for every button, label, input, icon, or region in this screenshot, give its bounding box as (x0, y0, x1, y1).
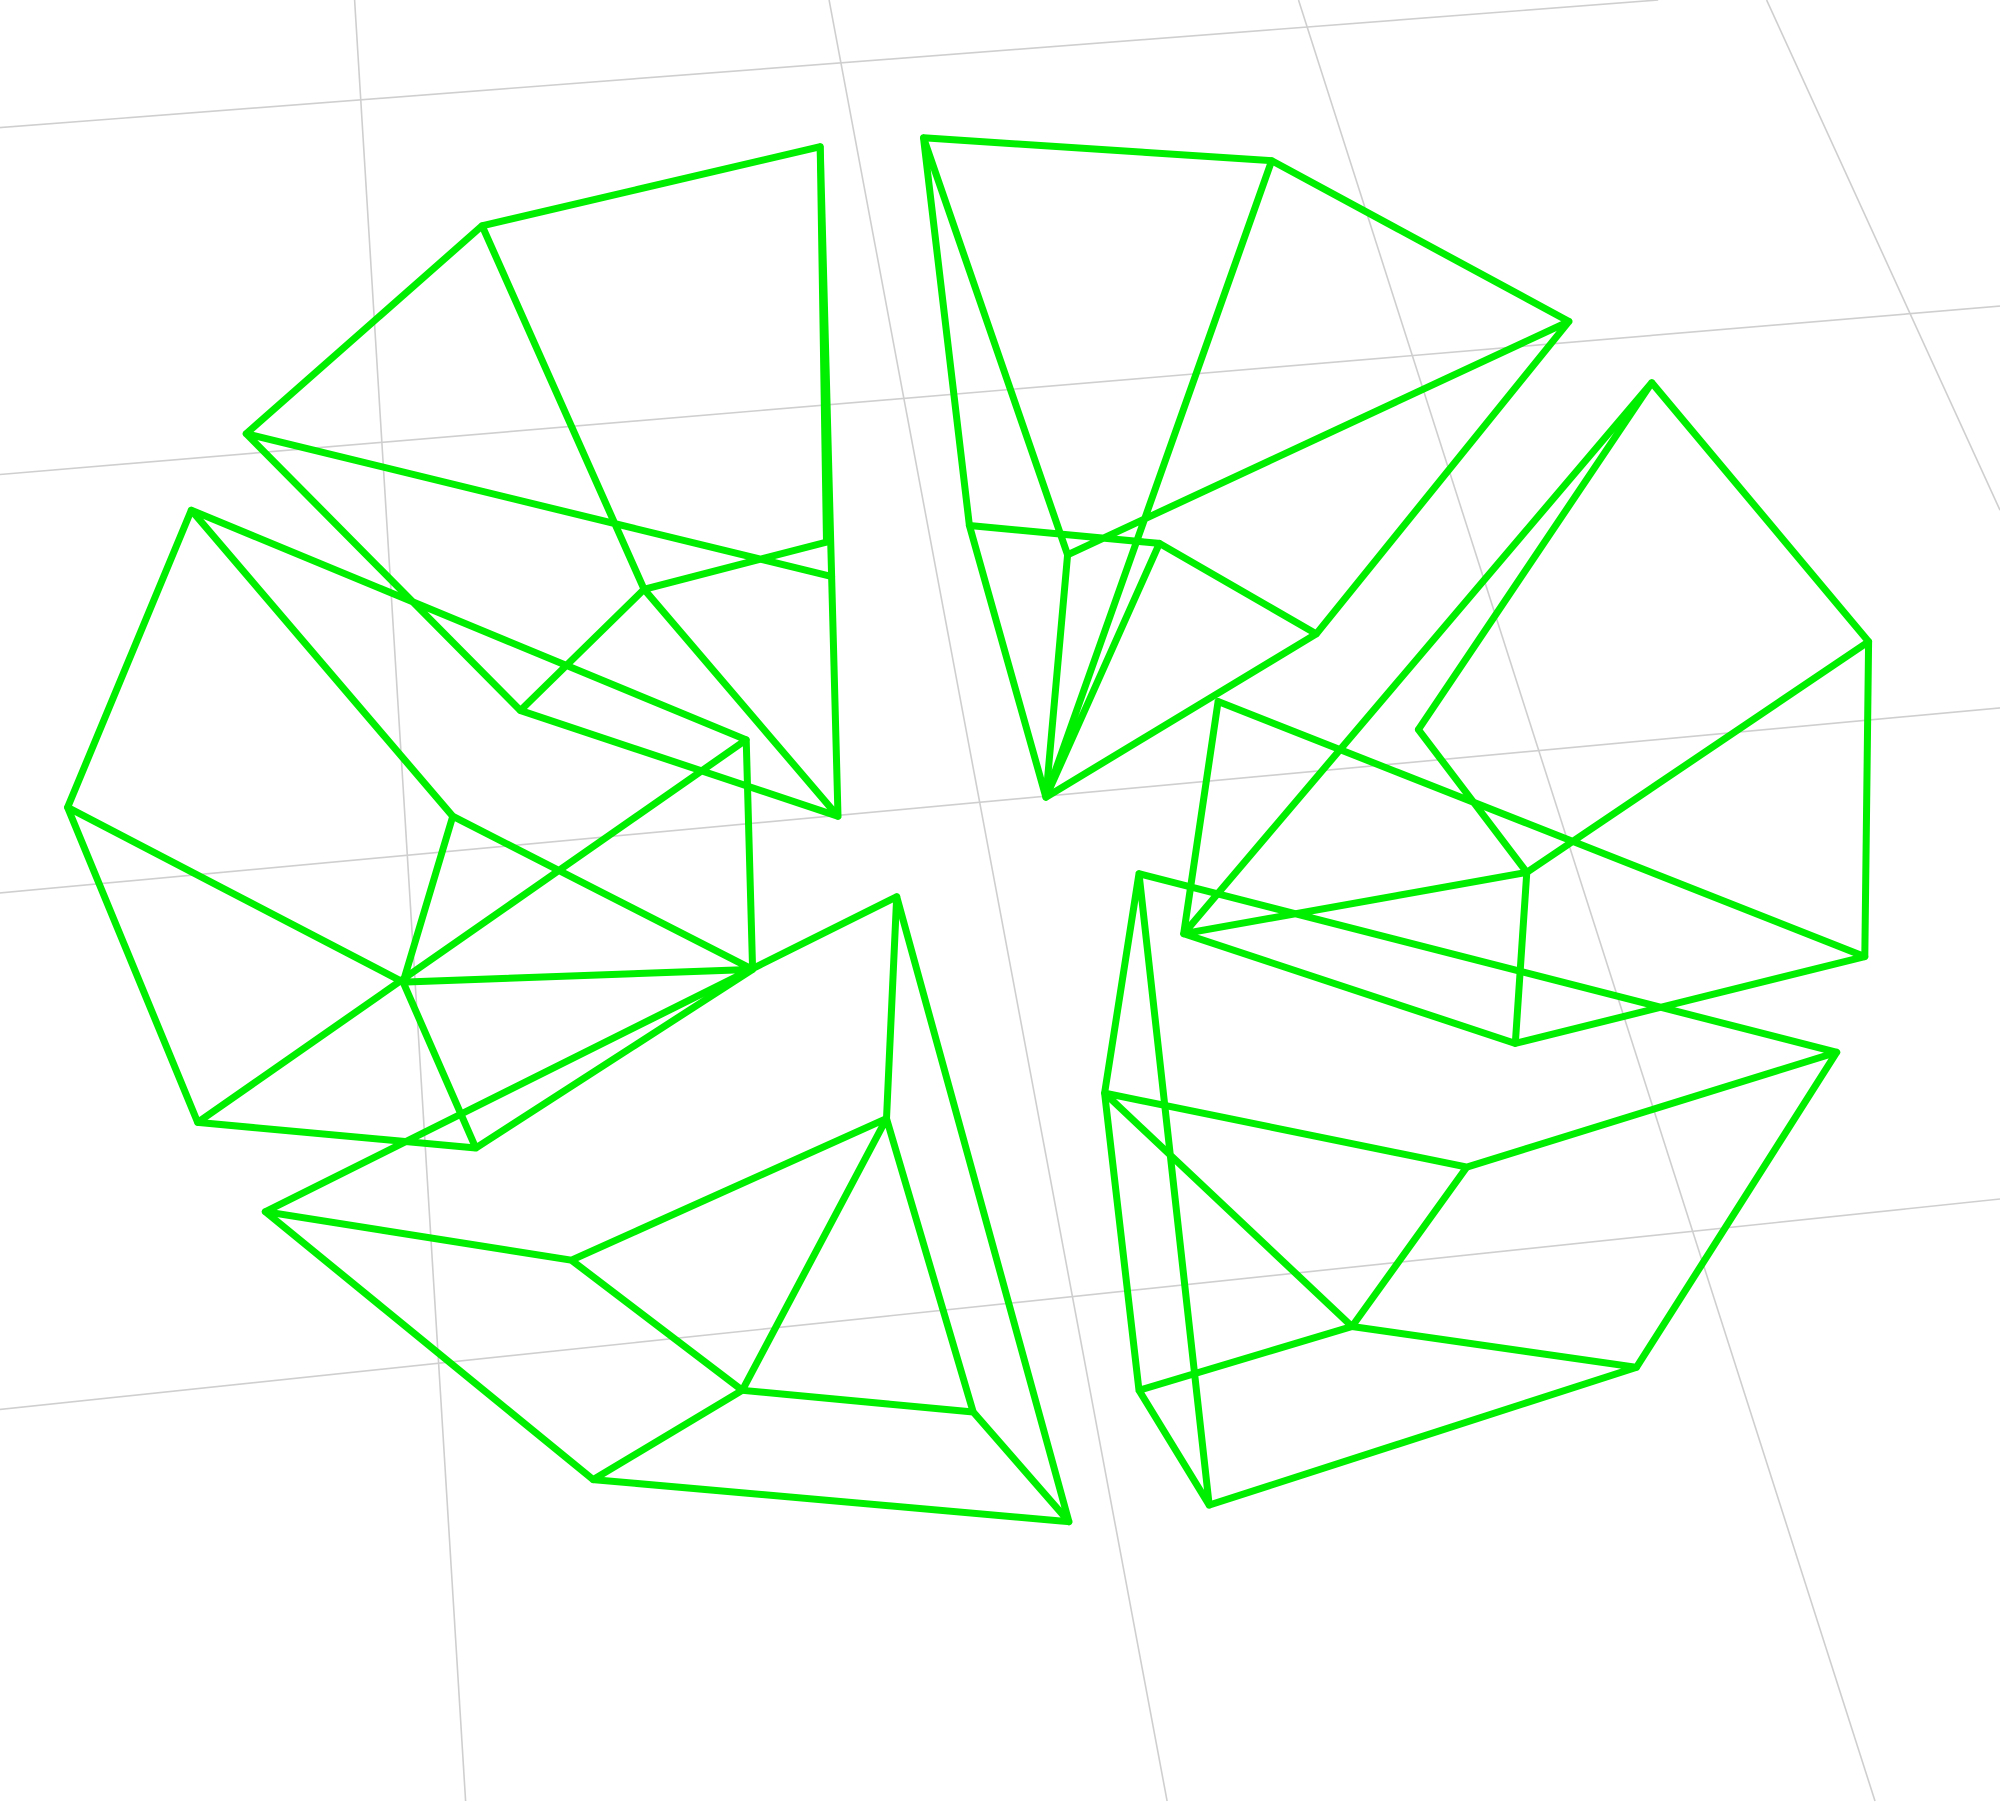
wireframe-edge (261, 893, 901, 1216)
wireframe-edge (399, 812, 457, 986)
wireframe-object-middle-right[interactable] (1180, 379, 1873, 1047)
wireframe-edge (640, 585, 842, 820)
wireframe-edge (1205, 1363, 1640, 1509)
wireframe-edge (1042, 630, 1320, 801)
wireframe-edge (738, 1115, 890, 1394)
wireframe-edge (567, 1115, 890, 1264)
wireframe-edge (194, 736, 750, 1126)
wireframe-edge (1101, 870, 1143, 1097)
wireframe-edge (1648, 379, 1873, 646)
wireframe-edge (1180, 868, 1531, 938)
grid-line (0, 305, 2000, 476)
wireframe-edge (589, 1476, 1073, 1526)
wireframe-object-bottom-right[interactable] (1101, 870, 1841, 1509)
wireframe-edge (965, 522, 1050, 801)
wireframe-edge (883, 893, 901, 1123)
wireframe-edge (893, 893, 1073, 1526)
wireframe-edge (1348, 1163, 1471, 1330)
grid-line (1297, 0, 1876, 1802)
wireframe-edge (738, 1386, 977, 1416)
wireframe-edge (1155, 539, 1320, 638)
wireframe-edge (1042, 539, 1163, 801)
wireframe-edge (1523, 638, 1873, 876)
wireframe-edge (640, 538, 830, 593)
wireframe-edge (242, 222, 486, 438)
wireframe-edge (261, 1208, 597, 1484)
wireframe-edge (478, 222, 648, 593)
wireframe-edge (1180, 379, 1656, 938)
wireframe-edge (1135, 1386, 1213, 1509)
wireframe-edge (1348, 1323, 1640, 1371)
wireframe-object-bottom-left[interactable] (261, 893, 1073, 1526)
grid-line (828, 0, 1168, 1802)
wireframe-edge (1042, 157, 1276, 801)
wireframe-edge (261, 1208, 575, 1264)
wireframe-edge (64, 803, 202, 1126)
wireframe-edge (64, 803, 407, 986)
wireframe-edge (969, 1408, 1073, 1526)
wireframe-edge (1312, 317, 1573, 638)
wireframe-edge (64, 506, 195, 811)
wireframe-edge (242, 430, 524, 714)
wireframe-edge (1268, 157, 1573, 325)
wireframe-edge (965, 522, 1163, 547)
wireframe-edge (1214, 698, 1869, 961)
grid-line (353, 0, 467, 1802)
wireframe-edge (1180, 698, 1222, 938)
wireframe-edge (449, 812, 757, 973)
wireframe-edge (816, 143, 830, 546)
wireframe-edge (920, 134, 973, 529)
wireframe-edge (194, 1118, 480, 1152)
grid-line (0, 1198, 2000, 1411)
wireframe-edge (1861, 638, 1873, 961)
wireframe-edge (399, 978, 480, 1152)
wireframe-edge (1135, 870, 1841, 1056)
wireframe-edge (1135, 1323, 1356, 1394)
wireframe-edge (1511, 868, 1531, 1047)
wireframe-edge (242, 430, 836, 580)
wireframe-edge (516, 585, 648, 714)
wireframe-object-middle-left[interactable] (64, 506, 757, 1152)
wireframe-edge (516, 707, 842, 820)
wireframe-edge (1463, 1048, 1841, 1171)
wireframe-edge (478, 143, 824, 230)
wireframe-edge (1101, 1089, 1356, 1330)
wireframe-edge (1511, 953, 1869, 1047)
wireframe-edge (589, 1386, 746, 1484)
grid-line (0, 0, 1659, 129)
wireframe-edge (472, 965, 757, 1152)
wireframe-edge (920, 134, 1072, 559)
wireframe-edge (1064, 317, 1573, 559)
wireframe-objects (64, 134, 1873, 1526)
wireframe-edge (920, 134, 1276, 165)
wireframe-object-top-left[interactable] (242, 143, 842, 820)
wireframe-edge (1101, 1089, 1143, 1394)
wireframe-edge (1042, 551, 1072, 801)
wireframe-edge (1633, 1048, 1841, 1371)
grid-line (0, 707, 2000, 894)
wireframe-edge (1135, 870, 1213, 1509)
wireframe-edge (567, 1256, 746, 1394)
grid-line (1765, 0, 2000, 511)
wireframe-edge (1180, 930, 1519, 1047)
wireframe-object-top-right[interactable] (920, 134, 1573, 801)
wireframe-edge (399, 965, 757, 986)
wireframe-edge (187, 506, 457, 820)
wireframe-edge (187, 506, 750, 744)
wireframe-edge (1414, 379, 1656, 734)
wireframe-edge (883, 1115, 977, 1416)
wireframe-edge (742, 736, 757, 973)
